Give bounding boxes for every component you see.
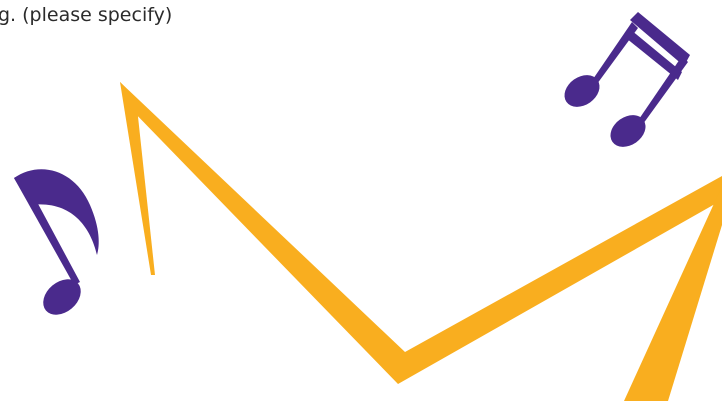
note-head <box>36 272 87 322</box>
artwork <box>0 0 722 401</box>
eighth-note <box>14 169 99 322</box>
page: g. (please specify) {"text": "g. (please… <box>0 0 722 401</box>
beamed-notes <box>558 12 690 153</box>
caption: g. (please specify) <box>0 4 172 26</box>
